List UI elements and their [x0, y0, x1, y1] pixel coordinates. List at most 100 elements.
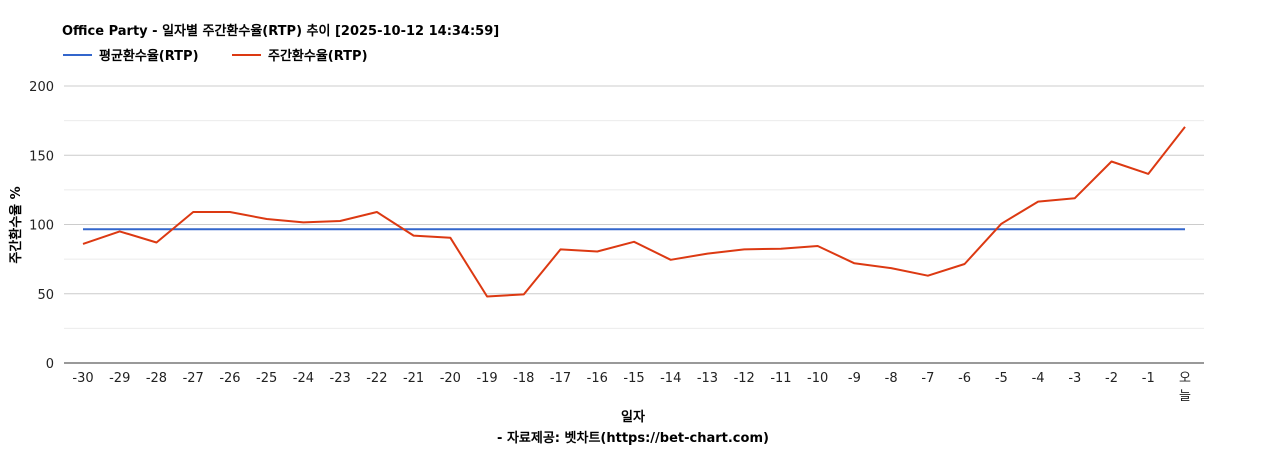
- data-point-weekly[interactable]: [374, 209, 380, 215]
- x-tick-label: -9: [848, 371, 861, 386]
- x-tick-label: -21: [403, 371, 424, 386]
- data-point-average[interactable]: [447, 226, 453, 232]
- data-point-average[interactable]: [668, 226, 674, 232]
- data-point-average[interactable]: [153, 226, 159, 232]
- source-credit: - 자료제공: 벳차트(https://bet-chart.com): [497, 430, 769, 446]
- x-tick-label: -25: [256, 371, 277, 386]
- data-point-average[interactable]: [1182, 226, 1188, 232]
- x-tick-label: -1: [1142, 371, 1155, 386]
- y-axis-ticks: 0 50 100 150 200: [29, 80, 54, 372]
- legend-item-weekly[interactable]: 주간환수율(RTP): [232, 48, 368, 64]
- y-tick-label: 200: [29, 80, 54, 95]
- data-point-average[interactable]: [1072, 226, 1078, 232]
- data-point-weekly[interactable]: [190, 209, 196, 215]
- data-point-weekly[interactable]: [1145, 171, 1151, 177]
- x-tick-label: -8: [885, 371, 898, 386]
- data-point-weekly[interactable]: [925, 273, 931, 279]
- data-point-weekly[interactable]: [888, 265, 894, 271]
- data-point-average[interactable]: [411, 226, 417, 232]
- series-line-weekly-rtp[interactable]: [82, 126, 1186, 298]
- data-point-average[interactable]: [227, 226, 233, 232]
- data-point-average[interactable]: [925, 226, 931, 232]
- series-lines: [80, 124, 1188, 300]
- x-tick-label: -12: [734, 371, 755, 386]
- data-point-average[interactable]: [1035, 226, 1041, 232]
- data-point-weekly[interactable]: [998, 221, 1004, 227]
- data-point-average[interactable]: [594, 226, 600, 232]
- x-tick-label: -4: [1032, 371, 1045, 386]
- data-point-weekly[interactable]: [300, 219, 306, 225]
- data-point-average[interactable]: [80, 226, 86, 232]
- data-point-weekly[interactable]: [962, 261, 968, 267]
- x-tick-label: -19: [476, 371, 497, 386]
- x-axis-ticks: -30 -29 -28 -27 -26 -25 -24 -23 -22 -21 -20 -19 -18 -…: [72, 371, 1191, 404]
- data-point-weekly[interactable]: [815, 243, 821, 249]
- data-point-average[interactable]: [337, 226, 343, 232]
- y-tick-label: 50: [37, 288, 54, 303]
- data-point-weekly[interactable]: [741, 246, 747, 252]
- data-point-average[interactable]: [264, 226, 270, 232]
- data-point-weekly[interactable]: [117, 228, 123, 234]
- data-point-weekly[interactable]: [153, 240, 159, 246]
- legend-label-weekly: 주간환수율(RTP): [268, 48, 368, 64]
- x-tick-label: -14: [660, 371, 681, 386]
- x-axis-title: 일자: [621, 410, 645, 425]
- y-axis-title: 주간환수율 %: [8, 186, 24, 263]
- data-point-average[interactable]: [962, 226, 968, 232]
- data-point-weekly[interactable]: [704, 251, 710, 257]
- data-point-weekly[interactable]: [1072, 195, 1078, 201]
- data-point-weekly[interactable]: [521, 291, 527, 297]
- legend-label-avg: 평균환수율(RTP): [99, 48, 199, 64]
- data-point-weekly[interactable]: [558, 246, 564, 252]
- x-tick-label: -15: [623, 371, 644, 386]
- data-point-average[interactable]: [888, 226, 894, 232]
- data-point-average[interactable]: [741, 226, 747, 232]
- data-point-average[interactable]: [300, 226, 306, 232]
- gridlines: [64, 85, 1204, 364]
- x-tick-label: -6: [958, 371, 971, 386]
- x-tick-label: -29: [109, 371, 130, 386]
- data-point-average[interactable]: [631, 226, 637, 232]
- legend-item-avg[interactable]: 평균환수율(RTP): [63, 48, 199, 64]
- legend: 평균환수율(RTP) 주간환수율(RTP): [63, 48, 368, 64]
- data-point-weekly[interactable]: [447, 235, 453, 241]
- data-point-average[interactable]: [521, 226, 527, 232]
- data-point-average[interactable]: [374, 226, 380, 232]
- x-tick-label: -10: [807, 371, 828, 386]
- data-point-average[interactable]: [851, 226, 857, 232]
- data-point-weekly[interactable]: [1035, 199, 1041, 205]
- data-point-weekly[interactable]: [80, 241, 86, 247]
- y-tick-label: 100: [29, 219, 54, 234]
- data-point-weekly[interactable]: [264, 216, 270, 222]
- data-point-weekly[interactable]: [668, 257, 674, 263]
- data-point-average[interactable]: [1145, 226, 1151, 232]
- x-tick-label: -17: [550, 371, 571, 386]
- x-tick-label: -23: [330, 371, 351, 386]
- x-tick-label: -18: [513, 371, 534, 386]
- x-tick-label: -13: [697, 371, 718, 386]
- data-point-average[interactable]: [1109, 226, 1115, 232]
- data-point-average[interactable]: [484, 226, 490, 232]
- data-point-weekly[interactable]: [227, 209, 233, 215]
- y-tick-label: 0: [46, 357, 54, 372]
- data-point-average[interactable]: [778, 226, 784, 232]
- data-point-weekly[interactable]: [411, 233, 417, 239]
- data-point-weekly[interactable]: [778, 246, 784, 252]
- chart-title: Office Party - 일자별 주간환수율(RTP) 추이 [2025-1…: [62, 23, 499, 39]
- data-point-average[interactable]: [190, 226, 196, 232]
- data-point-average[interactable]: [815, 226, 821, 232]
- data-point-weekly[interactable]: [1182, 124, 1188, 130]
- data-point-weekly[interactable]: [631, 239, 637, 245]
- data-point-average[interactable]: [704, 226, 710, 232]
- x-tick-label: -24: [293, 371, 314, 386]
- data-point-weekly[interactable]: [484, 294, 490, 300]
- x-tick-label: -20: [440, 371, 461, 386]
- data-point-weekly[interactable]: [1109, 158, 1115, 164]
- data-point-average[interactable]: [558, 226, 564, 232]
- data-point-weekly[interactable]: [337, 218, 343, 224]
- x-tick-label: -30: [72, 371, 93, 386]
- data-point-weekly[interactable]: [851, 260, 857, 266]
- data-point-weekly[interactable]: [594, 249, 600, 255]
